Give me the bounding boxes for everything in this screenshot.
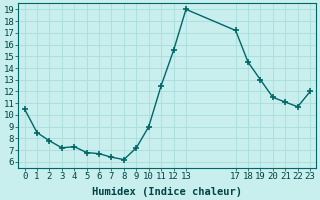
X-axis label: Humidex (Indice chaleur): Humidex (Indice chaleur) (92, 186, 242, 197)
